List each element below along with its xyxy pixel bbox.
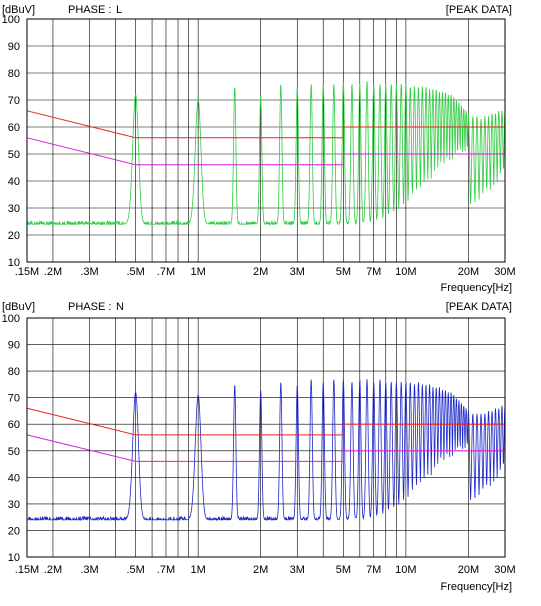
y-tick-label: 30 [8,499,20,511]
phase-label: PHASE : [68,4,111,16]
y-tick-label: 20 [8,525,20,537]
y-tick-label: 40 [8,176,20,188]
x-tick-label: 5M [336,564,351,576]
x-axis-label: Frequency[Hz] [440,282,512,294]
y-tick-label: 50 [8,149,20,161]
y-tick-label: 100 [2,313,20,325]
y-tick-label: 50 [8,446,20,458]
y-tick-label: 100 [2,14,20,26]
x-tick-label: .3M [80,266,98,278]
x-tick-label: .5M [126,266,144,278]
plot-area [27,318,505,557]
y-tick-label: 80 [8,366,20,378]
y-unit-label: [dBuV] [2,301,35,313]
measurement-trace [27,81,506,226]
x-tick-label: .7M [157,266,175,278]
x-tick-label: 30M [494,564,515,576]
x-tick-label: 5M [336,266,351,278]
x-tick-label: .15M [15,266,39,278]
x-tick-label: .5M [126,564,144,576]
chart-panel-2: [dBuV] PHASE : N [PEAK DATA] 10 20 30 40 50 60 70 8… [2,301,516,593]
x-tick-label: .15M [15,564,39,576]
chart-panel-1: [dBuV] PHASE : L [PEAK DATA] 10 20 30 40 50 60 70 8… [2,4,516,294]
x-tick-label: 10M [395,266,416,278]
phase-value: L [116,4,122,16]
x-tick-label: 20M [458,564,479,576]
y-tick-label: 30 [8,203,20,215]
x-tick-label: 7M [366,266,381,278]
y-tick-label: 90 [8,340,20,352]
plot-area [27,19,505,262]
x-tick-label: 30M [494,266,515,278]
x-tick-label: 20M [458,266,479,278]
limit-line-qp [26,407,505,436]
x-tick-label: .2M [44,266,62,278]
y-unit-label: [dBuV] [2,4,35,16]
y-tick-label: 10 [8,552,20,564]
x-tick-label: 1M [191,564,206,576]
x-tick-label: 2M [253,564,268,576]
y-tick-label: 20 [8,230,20,242]
x-tick-label: .2M [44,564,62,576]
limit-line-qp [26,110,505,139]
phase-value: N [116,301,124,313]
x-tick-label: 2M [253,266,268,278]
y-tick-label: 10 [8,257,20,269]
limit-line-avg [26,137,505,166]
x-tick-label: 3M [290,564,305,576]
y-tick-label: 90 [8,41,20,53]
y-tick-label: 60 [8,122,20,134]
x-tick-label: .3M [80,564,98,576]
x-tick-label: 10M [395,564,416,576]
x-tick-label: 1M [191,266,206,278]
x-tick-label: .7M [157,564,175,576]
y-tick-label: 40 [8,472,20,484]
peak-data-label: [PEAK DATA] [446,301,512,313]
y-tick-label: 80 [8,68,20,80]
x-axis-label: Frequency[Hz] [440,581,512,593]
limit-line-avg [26,434,505,462]
y-tick-label: 60 [8,419,20,431]
plot-frame [26,18,506,263]
measurement-trace [27,379,506,522]
plot-frame [26,317,506,558]
peak-data-label: [PEAK DATA] [446,4,512,16]
y-tick-label: 70 [8,95,20,107]
y-tick-label: 70 [8,393,20,405]
phase-label: PHASE : [68,301,111,313]
x-tick-label: 7M [366,564,381,576]
x-tick-label: 3M [290,266,305,278]
